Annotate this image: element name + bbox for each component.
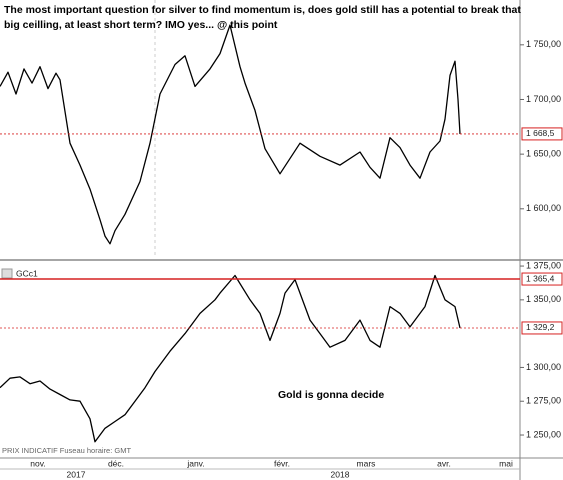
x-tick-label: nov. [30,458,45,468]
annotation: Gold is gonna decide [278,389,385,401]
x-tick-label: déc. [108,458,124,468]
y-tick-label: 1 375,00 [526,260,561,270]
price-line [0,24,461,245]
y-tick-label: 1 350,00 [526,294,561,304]
year-label: 2018 [331,469,350,479]
y-tick-label: 1 650,00 [526,149,561,159]
x-tick-label: janv. [186,458,204,468]
annotation: The most important question for silver t… [4,4,521,31]
y-tick-label: 1 250,00 [526,429,561,439]
symbol-label: GCc1 [16,268,38,278]
price-label-box [521,127,563,141]
x-tick-label: avr. [437,458,451,468]
y-tick-label: 1 300,00 [526,362,561,372]
y-tick-label: 1 600,00 [526,203,561,213]
symbol-icon [1,268,13,279]
y-tick-label: 1 700,00 [526,94,561,104]
y-tick-label: 1 275,00 [526,396,561,406]
x-tick-label: mars [357,458,376,468]
x-tick-label: mai [499,458,513,468]
x-tick-label: févr. [274,458,290,468]
year-label: 2017 [67,469,86,479]
price-line [0,274,461,443]
footer-note: PRIX INDICATIF Fuseau horaire: GMT [2,446,131,455]
y-tick-label: 1 750,00 [526,39,561,49]
price-label: 1 329,2 [526,322,555,332]
price-label: 1 668,5 [526,128,555,138]
price-label-box [521,321,563,335]
price-label: 1 365,4 [526,273,555,283]
price-label-box [521,272,563,286]
